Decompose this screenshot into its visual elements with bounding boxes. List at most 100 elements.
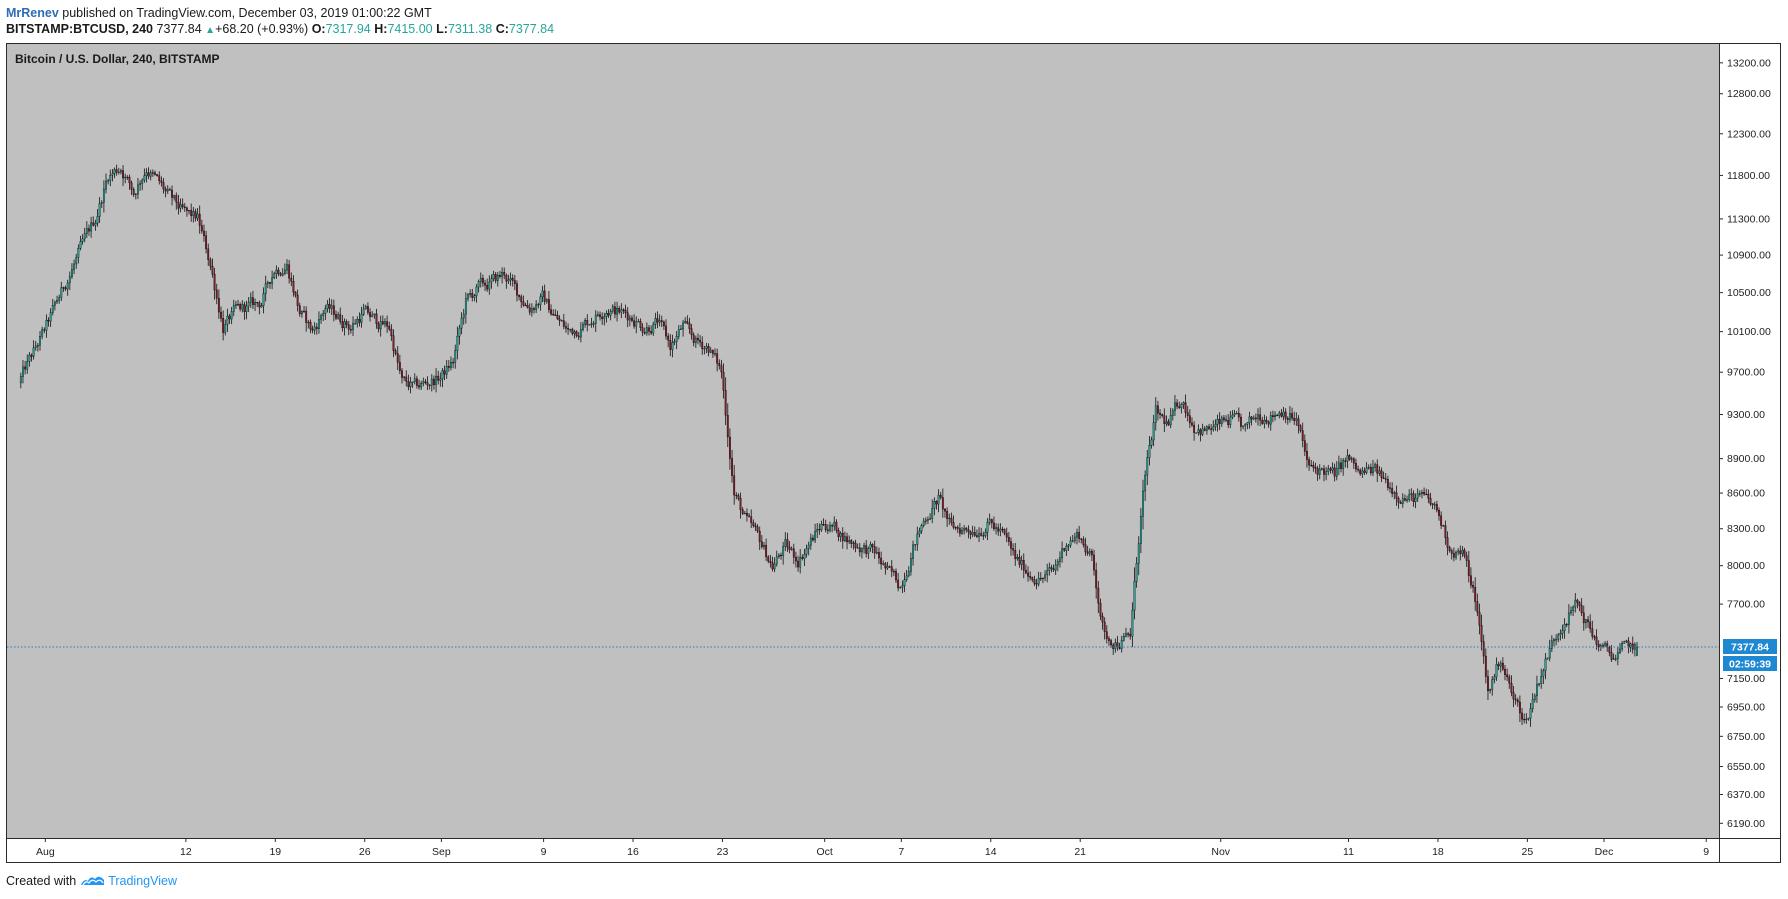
candle-body [882, 563, 885, 565]
candle-body [154, 172, 156, 175]
candle-body [1059, 557, 1061, 562]
candle-body [1461, 549, 1464, 554]
candle-body [1382, 477, 1385, 479]
candle-body [1595, 636, 1598, 645]
candle-body [752, 522, 755, 526]
candle-body [684, 321, 687, 324]
author-name[interactable]: MrRenev [6, 6, 59, 20]
candle-body [1450, 550, 1453, 554]
candle-body [965, 527, 968, 530]
candle-body [592, 323, 595, 325]
chart-frame[interactable]: Bitcoin / U.S. Dollar, 240, BITSTAMP 1320… [6, 43, 1781, 863]
candle-body [77, 248, 80, 258]
candle-body [1301, 430, 1304, 441]
candle-body [398, 362, 401, 371]
candlestick-chart[interactable]: Bitcoin / U.S. Dollar, 240, BITSTAMP 1320… [7, 44, 1780, 862]
candle-body [260, 305, 263, 308]
candle-body [245, 305, 248, 312]
last-price-badge [1723, 639, 1777, 655]
candle-body [1580, 605, 1583, 614]
candle-body [1018, 557, 1021, 565]
candle-body [703, 348, 706, 350]
candle-body [1078, 532, 1081, 539]
open-label: O: [311, 22, 326, 36]
candle-body [584, 320, 587, 325]
candle-body [90, 222, 93, 232]
candle-body [686, 321, 689, 324]
candle-body [166, 189, 169, 192]
candle-body [122, 170, 124, 179]
candle-body [275, 269, 278, 274]
candle-body [262, 293, 265, 306]
candle-body [1152, 422, 1155, 441]
candle-body [944, 508, 946, 512]
candle-body [1186, 412, 1189, 416]
candle-body [816, 528, 819, 532]
candle-body [420, 383, 423, 388]
candle-body [1331, 467, 1334, 471]
candle-body [831, 525, 834, 527]
y-tick-label: 6950.00 [1727, 702, 1765, 714]
candle-body [875, 552, 878, 554]
candle-body [328, 303, 331, 309]
candle-body [496, 275, 499, 281]
candle-body [784, 539, 787, 547]
tradingview-logo-icon[interactable] [80, 874, 106, 888]
up-arrow-icon: ▲ [205, 25, 216, 36]
candle-body [769, 560, 772, 563]
candle-body [852, 542, 855, 544]
candle-body [705, 346, 708, 349]
candle-body [1052, 568, 1055, 571]
candle-body [1169, 415, 1172, 426]
x-tick-label: 25 [1522, 846, 1534, 858]
candle-body [792, 548, 795, 558]
candle-body [1455, 551, 1457, 558]
candle-body [1191, 422, 1193, 426]
candle-body [1244, 424, 1247, 427]
candle-body [748, 515, 750, 517]
candle-body [562, 320, 565, 327]
candle-body [777, 554, 780, 558]
candle-body [151, 172, 154, 174]
x-tick-label: Nov [1211, 846, 1230, 858]
candle-body [1005, 533, 1008, 538]
candle-body [1024, 570, 1027, 574]
candle-body [364, 306, 367, 310]
candle-body [226, 315, 229, 325]
candle-body [34, 345, 37, 349]
candle-body [1416, 493, 1419, 499]
candle-body [1578, 602, 1581, 606]
candle-body [1542, 670, 1545, 677]
candle-body [1278, 412, 1281, 416]
candle-body [1504, 668, 1506, 675]
chart-title: Bitcoin / U.S. Dollar, 240, BITSTAMP [15, 52, 219, 66]
candle-body [1429, 497, 1432, 504]
candle-body [379, 321, 382, 330]
candle-body [196, 213, 199, 219]
candle-body [481, 277, 484, 284]
candle-body [232, 305, 235, 312]
candle-body [1576, 599, 1579, 603]
x-tick-label: 7 [898, 846, 904, 858]
candle-body [1487, 676, 1489, 692]
candle-body [937, 494, 940, 505]
y-tick-label: 13200.00 [1727, 57, 1771, 69]
candle-body [130, 182, 133, 190]
candle-body [588, 324, 591, 326]
candle-body [1210, 428, 1213, 430]
candle-body [249, 297, 252, 303]
candle-body [324, 308, 327, 314]
tradingview-link[interactable]: TradingView [108, 874, 177, 888]
candle-body [628, 317, 631, 321]
candle-body [694, 337, 697, 343]
candle-body [401, 370, 403, 378]
candle-body [673, 341, 676, 343]
candle-body [1408, 494, 1411, 500]
candle-body [1404, 498, 1406, 501]
candle-body [422, 381, 425, 384]
candle-body [1271, 415, 1274, 418]
candle-body [565, 326, 567, 329]
candle-body [982, 535, 985, 537]
candle-body [988, 519, 991, 523]
candle-body [1308, 459, 1311, 466]
